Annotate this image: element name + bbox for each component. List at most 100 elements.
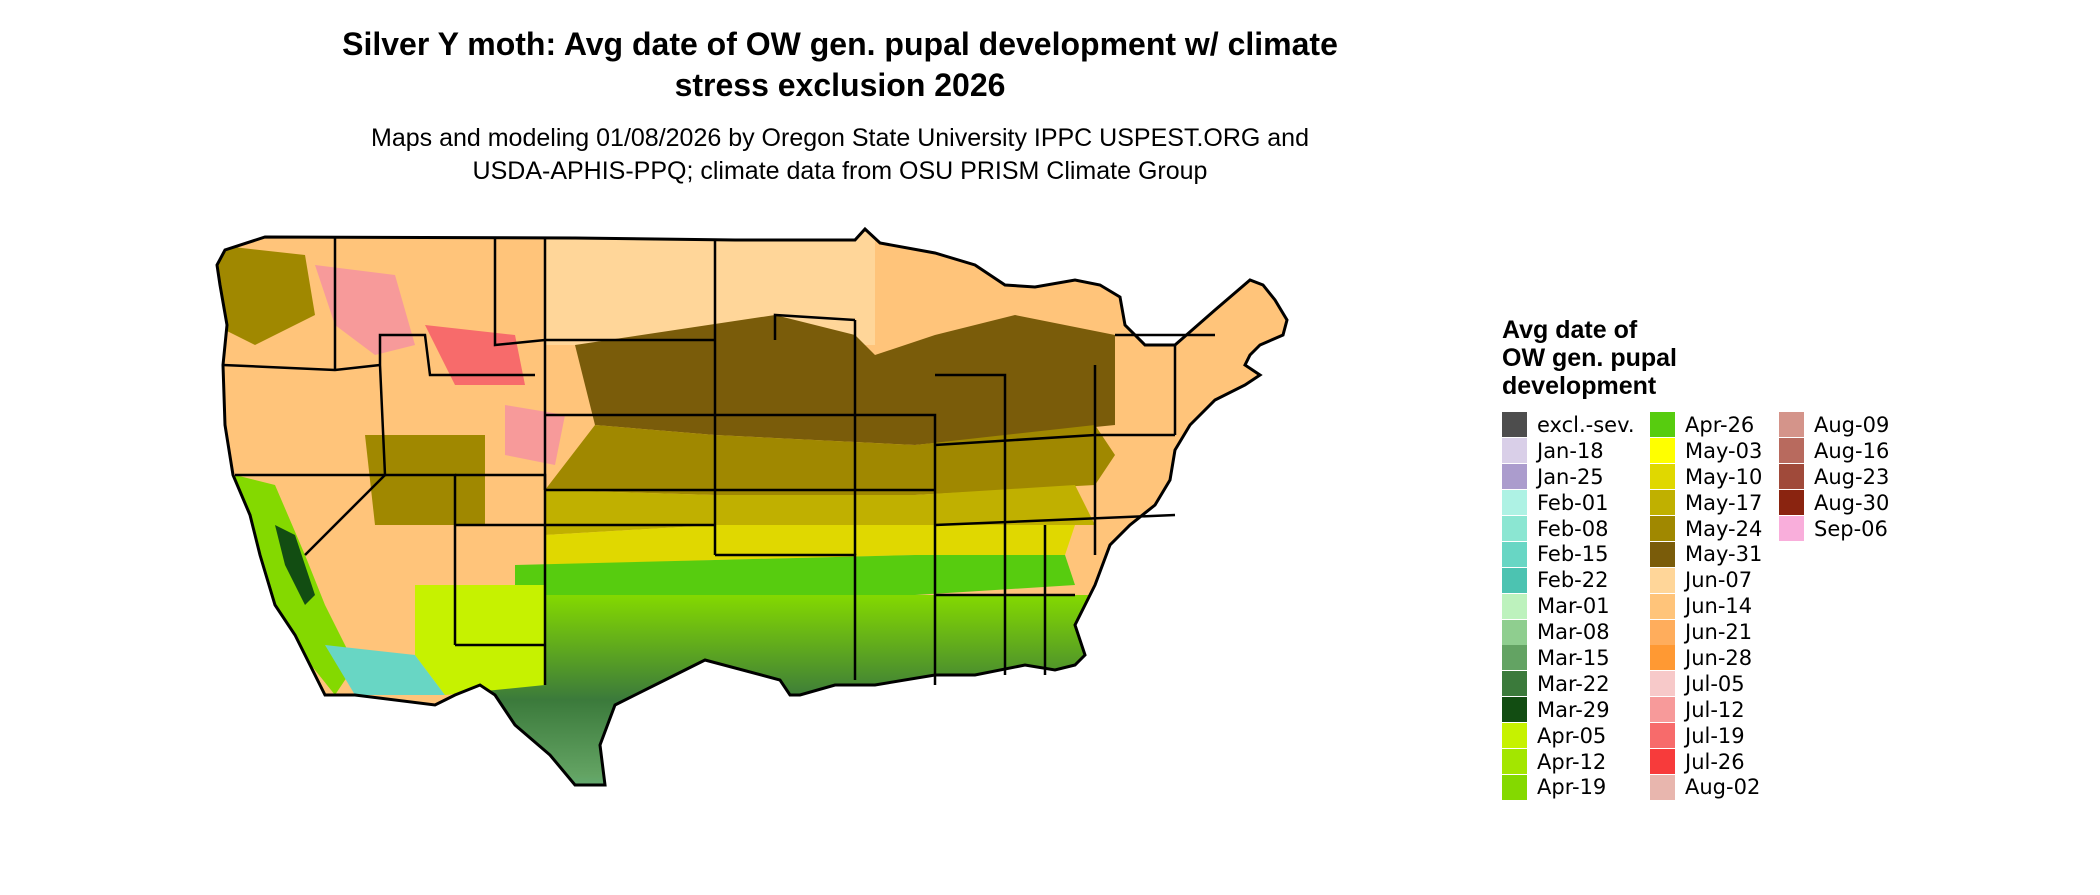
legend-item: May-31 (1650, 541, 1762, 567)
legend-label: Mar-01 (1537, 594, 1610, 619)
legend-item: Feb-08 (1502, 516, 1635, 542)
legend-label: Feb-01 (1537, 490, 1609, 515)
legend-item: May-03 (1650, 438, 1762, 464)
legend-item: May-10 (1650, 464, 1762, 490)
legend-swatch (1650, 567, 1675, 593)
legend-swatch (1650, 412, 1675, 438)
legend-label: Jul-12 (1685, 697, 1745, 722)
legend-item: Apr-12 (1502, 749, 1635, 775)
legend-swatch (1779, 412, 1804, 438)
legend-label: Jan-18 (1537, 438, 1604, 463)
legend-swatch (1502, 438, 1527, 464)
legend-item: Feb-01 (1502, 490, 1635, 516)
legend-item: Jan-18 (1502, 438, 1635, 464)
legend-item: Apr-05 (1502, 723, 1635, 749)
legend-label: Aug-09 (1814, 412, 1890, 437)
legend-label: Mar-08 (1537, 620, 1610, 645)
legend-label: Jun-28 (1685, 645, 1753, 670)
legend-label: Aug-16 (1814, 438, 1890, 463)
legend-swatch (1502, 541, 1527, 567)
legend-swatch (1650, 645, 1675, 671)
legend-label: Jun-14 (1685, 594, 1753, 619)
legend-label: Aug-23 (1814, 464, 1890, 489)
legend-swatch (1502, 749, 1527, 775)
legend-swatch (1779, 490, 1804, 516)
legend-label: Jan-25 (1537, 464, 1604, 489)
legend-label: Mar-29 (1537, 697, 1610, 722)
legend-swatch (1502, 490, 1527, 516)
legend-item: Aug-30 (1779, 490, 1889, 516)
legend-item: Feb-22 (1502, 567, 1635, 593)
legend-item: Mar-08 (1502, 619, 1635, 645)
map-subtitle: Maps and modeling 01/08/2026 by Oregon S… (371, 124, 1309, 185)
legend-swatch (1502, 593, 1527, 619)
legend-label: Jun-07 (1685, 568, 1753, 593)
legend-item: Aug-16 (1779, 438, 1889, 464)
legend-swatch (1650, 723, 1675, 749)
legend-swatch (1502, 645, 1527, 671)
legend-label: Jul-26 (1685, 749, 1745, 774)
legend-swatch (1650, 490, 1675, 516)
legend-label: Jun-21 (1685, 620, 1753, 645)
legend-swatch (1650, 516, 1675, 541)
legend-label: May-10 (1685, 464, 1763, 489)
legend-item: Jul-26 (1650, 749, 1762, 775)
legend-item: May-17 (1650, 490, 1762, 516)
legend-label: Feb-22 (1537, 568, 1609, 593)
legend-label: Apr-19 (1537, 775, 1607, 800)
legend-swatch (1502, 671, 1527, 697)
legend-item: Jan-25 (1502, 464, 1635, 490)
legend-label: Apr-12 (1537, 749, 1607, 774)
legend-swatch (1502, 464, 1527, 490)
legend-swatch (1779, 516, 1804, 541)
legend-item: Jun-14 (1650, 593, 1762, 619)
legend-label: Jul-19 (1685, 723, 1745, 748)
legend-item: Mar-29 (1502, 697, 1635, 723)
map-title: Silver Y moth: Avg date of OW gen. pupal… (342, 26, 1338, 103)
legend-swatch (1502, 723, 1527, 749)
legend-item: Aug-09 (1779, 412, 1889, 438)
legend-label: May-03 (1685, 438, 1763, 463)
legend-swatch (1502, 567, 1527, 593)
legend-swatch (1650, 619, 1675, 645)
legend-swatch (1779, 438, 1804, 464)
legend-swatch (1779, 464, 1804, 490)
legend-swatch (1650, 774, 1675, 800)
legend-swatch (1502, 619, 1527, 645)
legend-item: Jul-19 (1650, 723, 1762, 749)
legend-item: Apr-19 (1502, 774, 1635, 800)
legend-label: Mar-15 (1537, 645, 1610, 670)
legend-label: Aug-02 (1685, 775, 1761, 800)
legend-swatch (1502, 774, 1527, 800)
legend-item: Apr-26 (1650, 412, 1762, 438)
legend-item: Mar-15 (1502, 645, 1635, 671)
legend-title: Avg date of OW gen. pupal development (1502, 316, 1677, 400)
legend-label: Apr-26 (1685, 412, 1755, 437)
legend-swatch (1650, 541, 1675, 567)
legend-item: Mar-01 (1502, 593, 1635, 619)
legend-item: Aug-02 (1650, 774, 1762, 800)
legend-item: Jun-28 (1650, 645, 1762, 671)
legend-label: May-24 (1685, 516, 1763, 541)
legend-item: excl.-sev. (1502, 412, 1635, 438)
legend-label: Feb-08 (1537, 516, 1609, 541)
legend-swatch (1650, 697, 1675, 723)
legend-swatch (1502, 412, 1527, 438)
us-map (215, 226, 1289, 787)
legend-label: excl.-sev. (1537, 412, 1635, 437)
legend-item: Jun-21 (1650, 619, 1762, 645)
legend-label: Mar-22 (1537, 671, 1610, 696)
legend-swatch (1650, 438, 1675, 464)
legend-swatch (1650, 749, 1675, 775)
legend-item: Feb-15 (1502, 541, 1635, 567)
legend-item: Jul-12 (1650, 697, 1762, 723)
legend-item: Mar-22 (1502, 671, 1635, 697)
legend-label: May-17 (1685, 490, 1763, 515)
legend-column: Apr-26 May-03 May-10 May-17 May-24 May-31 Jun-… (1650, 412, 1762, 800)
legend-swatch (1650, 464, 1675, 490)
legend-item: Jul-05 (1650, 671, 1762, 697)
legend-item: Aug-23 (1779, 464, 1889, 490)
legend-swatch (1502, 697, 1527, 723)
legend-swatch (1650, 671, 1675, 697)
legend-swatch (1502, 516, 1527, 541)
